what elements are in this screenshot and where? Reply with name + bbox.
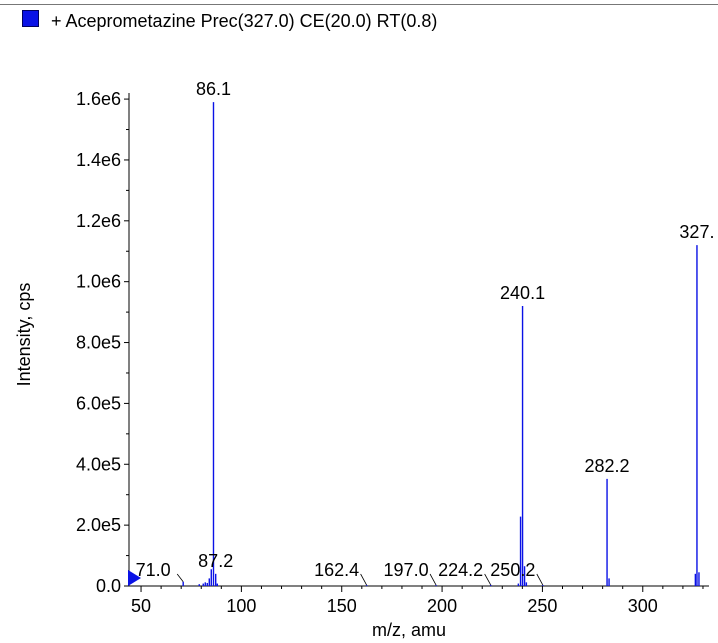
peak-label: 224.2 [438, 560, 483, 580]
legend-label: + Aceprometazine Prec(327.0) CE(20.0) RT… [51, 10, 438, 31]
y-tick-label: 1.2e6 [76, 211, 121, 231]
peak-label: 282.2 [585, 456, 630, 476]
legend-swatch-icon [22, 9, 39, 27]
top-border-line [0, 4, 718, 5]
peak-label: 250.2 [490, 560, 535, 580]
x-tick-label: 200 [427, 596, 457, 616]
x-tick-label: 300 [628, 596, 658, 616]
y-tick-label: 1.4e6 [76, 150, 121, 170]
peaks-layer [182, 102, 700, 586]
x-tick-label: 100 [226, 596, 256, 616]
y-axis-title: Intensity, cps [14, 283, 34, 387]
peak-label: 327. [679, 222, 714, 242]
axes-layer: 0.0 2.0e5 4.0e5 6.0e5 8.0e5 1.0e6 1.2e6 1.4e6 1.… [14, 89, 709, 640]
peak-label-leader [360, 573, 367, 586]
peak-label-leader [536, 573, 544, 586]
y-tick-label: 4.0e5 [76, 454, 121, 474]
y-tick-label: 2.0e5 [76, 515, 121, 535]
chart-legend: + Aceprometazine Prec(327.0) CE(20.0) RT… [22, 9, 437, 33]
x-axis-title: m/z, amu [372, 620, 446, 640]
x-tick-label: 250 [527, 596, 557, 616]
peak-label: 87.2 [198, 551, 233, 571]
x-tick-label: 150 [327, 596, 357, 616]
y-tick-label: 1.0e6 [76, 272, 121, 292]
peak-label-leader [429, 573, 437, 586]
y-tick-label: 1.6e6 [76, 89, 121, 109]
peak-label: 162.4 [314, 560, 359, 580]
origin-marker-icon [128, 570, 141, 586]
peak-label-leader [176, 573, 184, 582]
x-tick-label: 50 [131, 596, 151, 616]
peak-label-leader [484, 573, 491, 585]
y-tick-label: 0.0 [96, 576, 121, 596]
y-tick-label: 6.0e5 [76, 393, 121, 413]
peak-label: 71.0 [136, 560, 171, 580]
y-tick-label: 8.0e5 [76, 333, 121, 353]
peak-labels-layer: 86.1 240.1 282.2 327. 71.0 87.2 162.4 197.0 224.… [136, 79, 714, 586]
peak-label: 240.1 [500, 283, 545, 303]
peak-label: 86.1 [196, 79, 231, 99]
peak-label: 197.0 [384, 560, 429, 580]
